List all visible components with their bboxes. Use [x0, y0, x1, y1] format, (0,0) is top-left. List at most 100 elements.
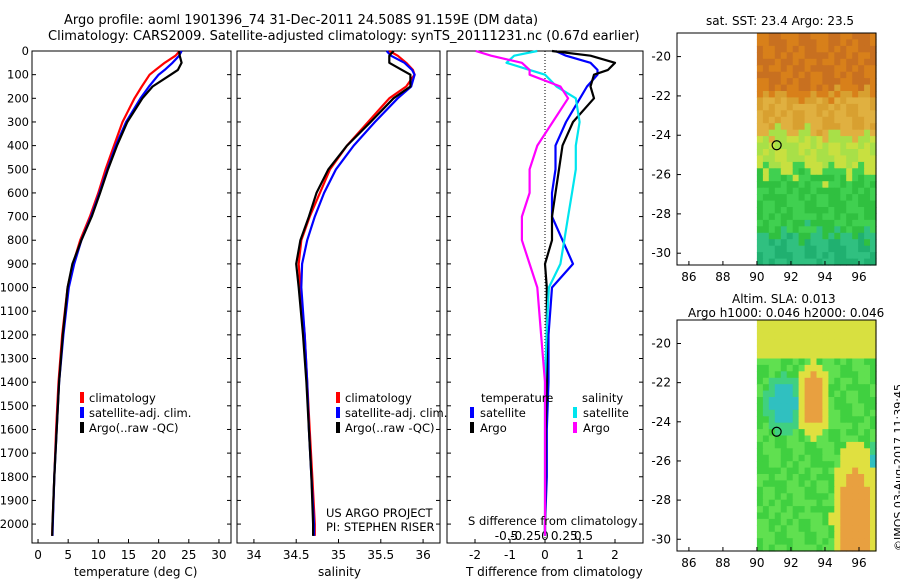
map-cell [780, 194, 788, 202]
map-cell [804, 474, 812, 481]
map-cell [828, 168, 835, 176]
map-cell [864, 409, 871, 417]
map-cell [846, 377, 853, 385]
map-cell [762, 506, 770, 514]
map-cell [840, 226, 847, 234]
map-cell [786, 352, 794, 360]
map-cell [768, 448, 776, 456]
map-cell [840, 155, 847, 163]
map-cell [780, 358, 788, 366]
map-cell [864, 155, 871, 163]
map-cell [864, 326, 871, 334]
map-cell [810, 33, 818, 40]
map-cell [798, 65, 806, 73]
map-cell [804, 448, 812, 456]
map-cell [786, 110, 794, 118]
map-cell [822, 384, 829, 392]
map-cell [810, 84, 818, 92]
map-cell [864, 364, 871, 372]
map-cell [762, 252, 770, 260]
map-cell [870, 149, 877, 156]
map-cell [792, 397, 800, 404]
map-cell [792, 538, 800, 546]
map-cell [780, 525, 788, 533]
map-cell [792, 409, 800, 417]
map-cell [870, 538, 877, 546]
map-cell [822, 339, 829, 347]
map-cell [840, 448, 847, 456]
map-cell [822, 207, 829, 214]
map-cell [804, 493, 812, 501]
map-cell [798, 181, 806, 189]
map-cell [822, 518, 829, 526]
map-cell [834, 213, 841, 221]
map-cell [864, 531, 871, 539]
map-cell [780, 371, 788, 379]
map-cell [816, 129, 824, 137]
map-field-sla [756, 320, 877, 552]
map-cell [834, 461, 841, 469]
map-cell [768, 474, 776, 481]
map-cell [846, 506, 853, 514]
map-cell [762, 207, 770, 214]
map-cell [846, 168, 853, 176]
map-cell [870, 174, 877, 182]
ytick-label: 2000 [0, 517, 29, 531]
map-cell [786, 168, 794, 176]
map-cell [780, 232, 788, 240]
map-cell [846, 116, 853, 124]
map-cell [762, 441, 770, 449]
map-cell [858, 422, 865, 430]
map-cell [852, 474, 859, 481]
map-cell [840, 219, 847, 227]
map-cell [864, 416, 871, 424]
map-cell [798, 207, 806, 214]
map-cell [816, 45, 824, 53]
map-cell [786, 364, 794, 372]
map-cell [864, 258, 871, 266]
map-cell [852, 239, 859, 247]
map-cell [804, 429, 812, 437]
map-cell [852, 39, 859, 47]
series-line-temperature-satellite-adj-clim- [51, 50, 183, 536]
map-cell [822, 512, 829, 520]
map-cell [804, 461, 812, 469]
map-cell [774, 39, 782, 47]
map-cell [834, 168, 841, 176]
map-cell [870, 480, 877, 488]
map-cell [756, 390, 764, 398]
map-cell [864, 91, 871, 98]
map-cell [852, 397, 859, 404]
map-cell [858, 155, 865, 163]
map-cell [834, 448, 841, 456]
map-cell [762, 52, 770, 60]
map-cell [834, 245, 841, 253]
map-cell [804, 352, 812, 360]
map-cell [762, 454, 770, 462]
map-cell [762, 345, 770, 353]
map-cell [846, 194, 853, 202]
map-ytick-label: -30 [651, 532, 671, 546]
map-cell [858, 345, 865, 353]
map-cell [804, 84, 812, 92]
map-cell [864, 168, 871, 176]
map-cell [864, 422, 871, 430]
map-cell [780, 58, 788, 66]
map-cell [810, 397, 818, 404]
map-cell [834, 493, 841, 501]
map-cell [756, 441, 764, 449]
temp-xlabel: temperature (deg C) [74, 565, 198, 579]
map-cell [780, 499, 788, 507]
map-cell [762, 384, 770, 392]
map-cell [804, 116, 812, 124]
map-cell [768, 52, 776, 60]
map-cell [816, 480, 824, 488]
map-cell [858, 448, 865, 456]
map-cell [846, 480, 853, 488]
map-cell [864, 84, 871, 92]
map-cell [834, 390, 841, 398]
map-cell [852, 116, 859, 124]
map-cell [786, 518, 794, 526]
map-cell [822, 486, 829, 494]
map-cell [768, 245, 776, 253]
